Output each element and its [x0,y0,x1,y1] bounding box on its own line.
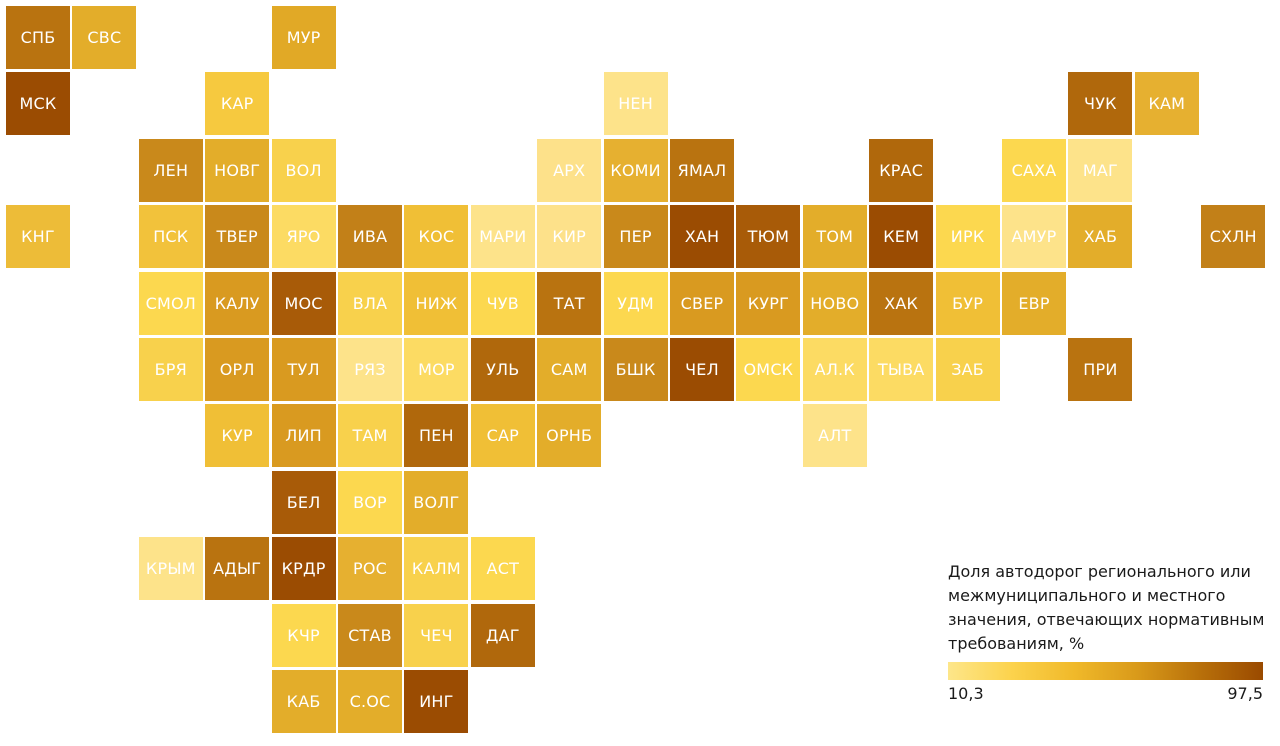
region-tile[interactable]: САМ [537,338,602,401]
region-tile[interactable]: МУР [271,6,336,69]
region-tile[interactable]: ОМСК [736,338,801,401]
region-tile[interactable]: ПЕР [603,205,668,269]
region-tile[interactable]: ДАГ [470,603,535,667]
region-tile[interactable]: ЧУВ [470,271,535,335]
region-tile[interactable]: КИР [537,205,602,269]
region-tile[interactable]: САР [470,404,535,468]
region-tile[interactable]: УДМ [603,271,668,335]
region-tile[interactable]: ТОМ [802,205,867,269]
region-tile[interactable]: МАГ [1068,138,1133,202]
region-tile[interactable]: РЯЗ [338,338,402,401]
region-tile[interactable]: НЕН [603,72,668,136]
region-tile[interactable]: ОРЛ [205,338,270,401]
region-tile[interactable]: ХАБ [1068,205,1133,269]
region-tile[interactable]: ЛИП [271,404,336,468]
region-tile[interactable]: КАМ [1134,72,1199,136]
region-tile[interactable]: КЧР [271,603,336,667]
region-tile[interactable]: АСТ [470,537,535,601]
region-tile[interactable]: ВЛА [338,271,402,335]
region-tile[interactable]: ТВЕР [205,205,270,269]
region-tile[interactable]: НИЖ [404,271,469,335]
region-tile[interactable]: РОС [338,537,402,601]
legend-min-label: 10,3 [948,684,984,703]
region-tile[interactable]: АМУР [1002,205,1066,269]
region-tile[interactable]: ПРИ [1068,338,1133,401]
region-tile[interactable]: ВОЛ [271,138,336,202]
region-tile[interactable]: МОС [271,271,336,335]
region-tile[interactable]: АЛТ [802,404,867,468]
region-tile[interactable]: ЯМАЛ [670,138,734,202]
region-tile[interactable]: ТЫВА [869,338,934,401]
region-tile[interactable]: СВЕР [670,271,734,335]
region-tile[interactable]: ТЮМ [736,205,801,269]
region-tile[interactable]: ХАН [670,205,734,269]
region-tile[interactable]: ИРК [935,205,1000,269]
region-tile[interactable]: СМОЛ [138,271,203,335]
region-tile[interactable]: ИВА [338,205,402,269]
region-tile[interactable]: КУРГ [736,271,801,335]
region-tile[interactable]: ТАТ [537,271,602,335]
region-tile[interactable]: ПЕН [404,404,469,468]
region-tile[interactable]: ВОЛГ [404,470,469,534]
legend-title: Доля автодорог регионального или межмуни… [948,562,1265,653]
region-tile[interactable]: СХЛН [1201,205,1266,269]
region-tile[interactable]: ТУЛ [271,338,336,401]
region-tile[interactable]: ЯРО [271,205,336,269]
region-tile[interactable]: БШК [603,338,668,401]
region-tile[interactable]: САХА [1002,138,1066,202]
region-tile[interactable]: СТАВ [338,603,402,667]
legend-gradient-bar [948,662,1263,680]
region-tile[interactable]: АРХ [537,138,602,202]
region-tile[interactable]: ЧУК [1068,72,1133,136]
region-tile[interactable]: БУР [935,271,1000,335]
region-tile[interactable]: СПБ [6,6,70,69]
legend-max-label: 97,5 [1227,684,1263,703]
region-tile[interactable]: НОВО [802,271,867,335]
region-tile[interactable]: КРАС [869,138,934,202]
region-tile[interactable]: ЕВР [1002,271,1066,335]
region-tile[interactable]: БЕЛ [271,470,336,534]
region-tile[interactable]: АДЫГ [205,537,270,601]
region-tile[interactable]: ЗАБ [935,338,1000,401]
region-tile[interactable]: КАЛУ [205,271,270,335]
region-tile[interactable]: МАРИ [470,205,535,269]
region-tile[interactable]: ЧЕЧ [404,603,469,667]
region-tile[interactable]: ТАМ [338,404,402,468]
region-tile[interactable]: АЛ.К [802,338,867,401]
region-tile[interactable]: ВОР [338,470,402,534]
region-tile[interactable]: МСК [6,72,70,136]
legend: Доля автодорог регионального или межмуни… [948,560,1268,703]
region-tile[interactable]: МОР [404,338,469,401]
region-tile[interactable]: СВС [72,6,137,69]
region-tile[interactable]: ИНГ [404,670,469,733]
region-tile[interactable]: ЛЕН [138,138,203,202]
region-tile[interactable]: КОС [404,205,469,269]
region-tile[interactable]: ХАК [869,271,934,335]
region-tile[interactable]: УЛЬ [470,338,535,401]
region-tile[interactable]: КОМИ [603,138,668,202]
region-tile[interactable]: КРЫМ [138,537,203,601]
region-tile[interactable]: ОРНБ [537,404,602,468]
region-tile[interactable]: КАБ [271,670,336,733]
region-tile[interactable]: ЧЕЛ [670,338,734,401]
region-tile[interactable]: КЕМ [869,205,934,269]
region-tile[interactable]: НОВГ [205,138,270,202]
region-tile[interactable]: КНГ [6,205,70,269]
region-tile[interactable]: ПСК [138,205,203,269]
legend-labels: 10,3 97,5 [948,684,1263,703]
region-tile[interactable]: КАР [205,72,270,136]
region-tile[interactable]: КРДР [271,537,336,601]
region-tile[interactable]: БРЯ [138,338,203,401]
region-tile[interactable]: КАЛМ [404,537,469,601]
region-tile[interactable]: С.ОС [338,670,402,733]
region-tile[interactable]: КУР [205,404,270,468]
